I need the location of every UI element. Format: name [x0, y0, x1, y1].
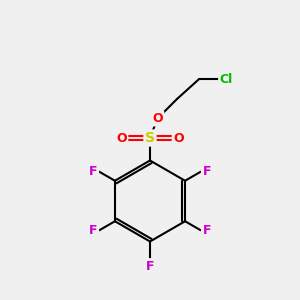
- Text: F: F: [89, 165, 98, 178]
- Text: O: O: [116, 131, 127, 145]
- Text: S: S: [145, 131, 155, 145]
- Text: F: F: [146, 260, 154, 273]
- Text: O: O: [152, 112, 163, 125]
- Text: F: F: [89, 224, 98, 237]
- Text: F: F: [202, 224, 211, 237]
- Text: O: O: [173, 131, 184, 145]
- Text: Cl: Cl: [220, 73, 233, 86]
- Text: F: F: [202, 165, 211, 178]
